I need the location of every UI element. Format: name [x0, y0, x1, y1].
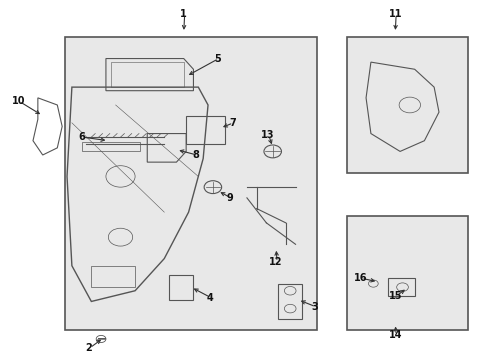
Text: 9: 9: [226, 193, 233, 203]
Text: 6: 6: [78, 132, 85, 142]
Text: 13: 13: [261, 130, 274, 140]
Text: 2: 2: [85, 343, 92, 353]
Text: 10: 10: [12, 96, 25, 107]
Text: 4: 4: [206, 293, 213, 303]
Bar: [346, 216, 467, 330]
Bar: [64, 37, 317, 330]
Bar: [111, 62, 183, 87]
Bar: [346, 37, 467, 173]
Bar: [387, 278, 414, 296]
Bar: [91, 266, 135, 287]
Text: 11: 11: [387, 9, 401, 19]
Text: 14: 14: [387, 330, 401, 341]
Bar: [169, 275, 193, 300]
Text: 7: 7: [228, 118, 235, 128]
Text: 12: 12: [269, 257, 282, 267]
Bar: [81, 143, 140, 152]
Bar: [278, 284, 302, 319]
Text: 15: 15: [387, 291, 401, 301]
Text: 1: 1: [180, 9, 187, 19]
Text: 3: 3: [311, 302, 318, 312]
Text: 16: 16: [353, 273, 366, 283]
Text: 5: 5: [214, 54, 221, 64]
Text: 8: 8: [192, 150, 199, 160]
